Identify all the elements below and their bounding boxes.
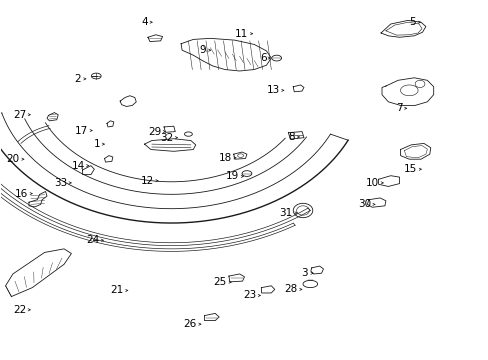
- Text: 26: 26: [183, 319, 196, 329]
- Text: 18: 18: [218, 153, 231, 163]
- Text: 9: 9: [200, 45, 206, 55]
- Text: 24: 24: [86, 235, 99, 245]
- Text: 27: 27: [13, 110, 26, 120]
- Text: 6: 6: [259, 53, 266, 63]
- Text: 16: 16: [15, 189, 28, 199]
- Text: 29: 29: [147, 127, 161, 136]
- Text: 32: 32: [160, 133, 173, 143]
- Text: 25: 25: [213, 277, 226, 287]
- Text: 8: 8: [288, 132, 295, 142]
- Text: 28: 28: [284, 284, 297, 294]
- Text: 19: 19: [225, 171, 239, 181]
- Text: 30: 30: [357, 199, 370, 210]
- Text: 7: 7: [395, 103, 402, 113]
- Text: 1: 1: [94, 139, 101, 149]
- Text: 3: 3: [301, 268, 307, 278]
- Text: 31: 31: [279, 208, 292, 218]
- Text: 4: 4: [141, 17, 148, 27]
- Text: 20: 20: [6, 154, 20, 164]
- Text: 10: 10: [365, 178, 378, 188]
- Text: 5: 5: [408, 17, 415, 27]
- Text: 12: 12: [140, 176, 154, 186]
- Text: 17: 17: [75, 126, 88, 135]
- Text: 23: 23: [243, 291, 256, 301]
- Text: 22: 22: [13, 305, 26, 315]
- Text: 2: 2: [74, 74, 81, 84]
- Text: 11: 11: [235, 29, 248, 39]
- Text: 14: 14: [71, 161, 84, 171]
- Text: 15: 15: [403, 164, 416, 174]
- Text: 21: 21: [110, 285, 123, 296]
- Text: 13: 13: [266, 85, 279, 95]
- Text: 33: 33: [54, 178, 67, 188]
